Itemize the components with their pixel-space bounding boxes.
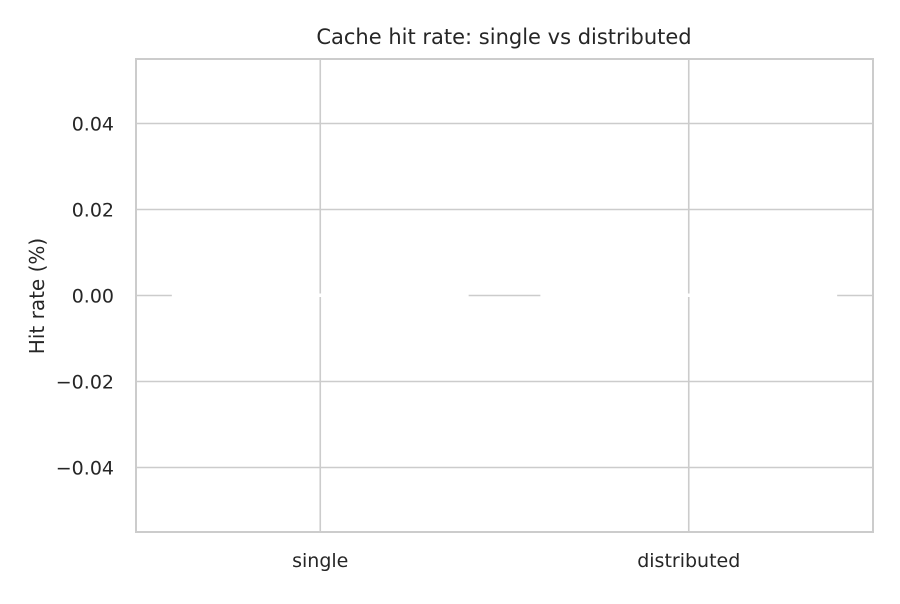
plot-frame [135, 58, 874, 533]
y-axis-label: Hit rate (%) [25, 238, 49, 354]
x-tick-label: distributed [637, 550, 740, 572]
x-tick-label: single [292, 550, 348, 572]
y-tick-label: −0.02 [56, 372, 114, 394]
chart-title: Cache hit rate: single vs distributed [316, 25, 691, 49]
bar-single [171, 293, 469, 297]
bar-distributed [540, 293, 838, 297]
y-tick-labels: 0.04 0.02 0.00 −0.02 −0.04 [56, 114, 114, 480]
y-tick-label: 0.04 [72, 114, 114, 136]
y-tick-label: 0.00 [72, 286, 114, 308]
bars [171, 293, 838, 297]
x-tick-labels: single distributed [292, 550, 740, 572]
y-tick-label: 0.02 [72, 200, 114, 222]
y-tick-label: −0.04 [56, 458, 114, 480]
